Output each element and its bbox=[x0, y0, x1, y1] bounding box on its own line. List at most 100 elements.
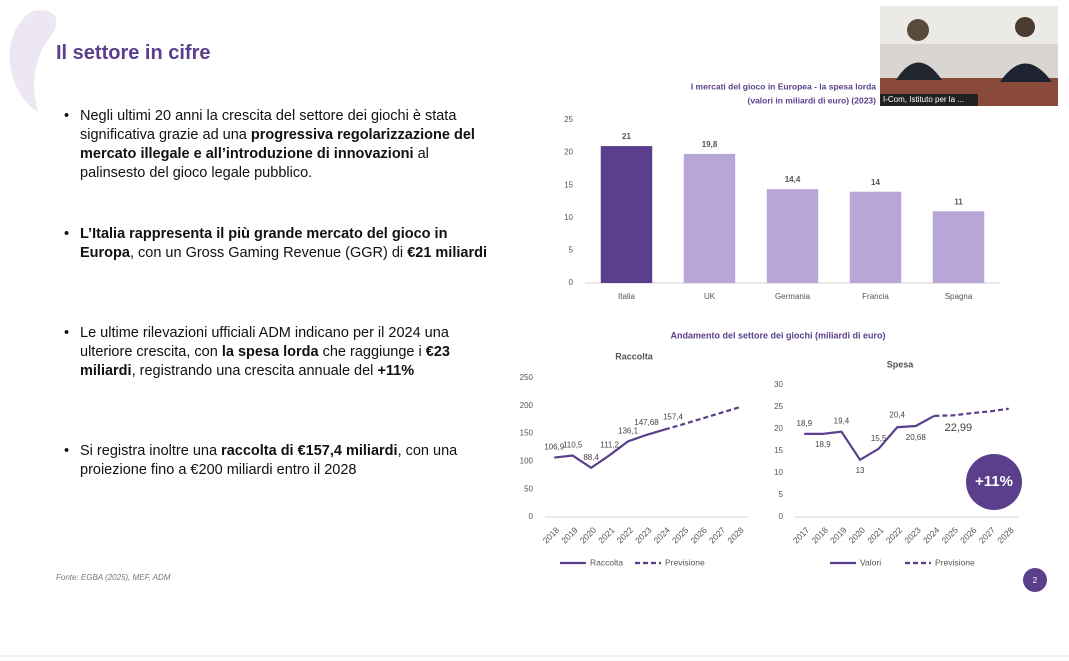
bold-text: +11% bbox=[377, 363, 415, 379]
value-label: 18,9 bbox=[797, 419, 813, 428]
y-tick-label: 0 bbox=[529, 512, 534, 521]
x-tick-label: 2022 bbox=[884, 525, 905, 546]
x-tick-label: 2028 bbox=[995, 525, 1016, 546]
decor-shape bbox=[9, 10, 57, 112]
bold-text: €23 miliardi bbox=[80, 344, 450, 379]
x-tick-label: 2019 bbox=[828, 525, 849, 546]
x-tick-label: 2022 bbox=[615, 525, 636, 546]
bar bbox=[766, 189, 819, 283]
legend-label: Previsione bbox=[935, 557, 975, 567]
line-series bbox=[804, 414, 935, 462]
y-tick-label: 5 bbox=[569, 246, 574, 255]
x-tick-label: 2017 bbox=[791, 525, 812, 546]
text: Le ultime rilevazioni ufficiali ADM indi… bbox=[80, 325, 449, 360]
bullet: Le ultime rilevazioni ufficiali ADM indi… bbox=[64, 324, 492, 381]
bold-text: €21 miliardi bbox=[407, 245, 487, 261]
x-tick-label: Francia bbox=[862, 292, 889, 301]
chart-title: Raccolta bbox=[615, 351, 654, 361]
x-tick-label: 2025 bbox=[670, 525, 691, 546]
x-tick-label: 2019 bbox=[559, 525, 580, 546]
value-label: 111,2 bbox=[600, 440, 619, 449]
y-tick-label: 25 bbox=[564, 115, 573, 124]
x-tick-label: 2025 bbox=[940, 525, 961, 546]
y-tick-label: 0 bbox=[569, 278, 574, 287]
x-tick-label: 2026 bbox=[688, 525, 709, 546]
value-label: 136,1 bbox=[618, 426, 639, 435]
y-tick-label: 150 bbox=[520, 429, 534, 438]
value-label: 147,68 bbox=[634, 418, 659, 427]
x-tick-label: Spagna bbox=[945, 292, 973, 301]
page-number: 2 bbox=[1033, 576, 1038, 585]
value-label: 19,8 bbox=[702, 140, 718, 149]
value-label: 19,4 bbox=[834, 417, 850, 426]
y-tick-label: 50 bbox=[524, 484, 533, 493]
x-tick-label: 2020 bbox=[847, 525, 868, 546]
bar bbox=[849, 191, 902, 283]
y-tick-label: 200 bbox=[520, 401, 534, 410]
x-tick-label: 2027 bbox=[707, 525, 728, 546]
value-label: 13 bbox=[856, 466, 865, 475]
video-label: I-Com, Istituto per la ... bbox=[883, 95, 964, 104]
value-label: 157,4 bbox=[663, 413, 684, 422]
text: Negli ultimi 20 anni la crescita del set… bbox=[80, 108, 457, 143]
y-tick-label: 25 bbox=[774, 402, 783, 411]
y-tick-label: 250 bbox=[520, 373, 534, 382]
x-tick-label: 2018 bbox=[809, 525, 830, 546]
y-tick-label: 20 bbox=[564, 148, 573, 157]
page-number-circle bbox=[1023, 568, 1047, 592]
chart-subtitle: (valori in miliardi di euro) (2023) bbox=[748, 95, 877, 105]
line-series bbox=[664, 406, 740, 431]
y-tick-label: 100 bbox=[520, 457, 534, 466]
badge-text: +11% bbox=[975, 473, 1013, 490]
text: , con un Gross Gaming Revenue (GGR) di bbox=[129, 245, 408, 261]
slide-title: Il settore in cifre bbox=[56, 42, 211, 64]
source-note: Fonte: EGBA (2025), MEF, ADM bbox=[56, 573, 171, 582]
x-tick-label: Italia bbox=[618, 292, 635, 301]
text: che raggiunge i bbox=[318, 344, 426, 360]
value-label: 21 bbox=[622, 132, 631, 141]
value-label: 14 bbox=[871, 178, 880, 187]
chart-title: I mercati del gioco in Europea - la spes… bbox=[691, 81, 876, 91]
text: , registrando una crescita annuale del bbox=[131, 363, 378, 379]
bar bbox=[600, 146, 653, 283]
chart-title: Spesa bbox=[887, 359, 915, 369]
value-label: 20,68 bbox=[906, 433, 927, 442]
legend-label: Raccolta bbox=[590, 557, 623, 567]
x-tick-label: 2023 bbox=[633, 525, 654, 546]
legend-label: Valori bbox=[860, 557, 881, 567]
bold-text: progressiva regolarizzazione del mercato… bbox=[80, 127, 475, 162]
value-label: 15,5 bbox=[871, 434, 887, 443]
y-tick-label: 15 bbox=[774, 446, 783, 455]
x-tick-label: 2020 bbox=[578, 525, 599, 546]
value-label: 14,4 bbox=[785, 175, 801, 184]
x-tick-label: 2027 bbox=[977, 525, 998, 546]
value-label: 22,99 bbox=[945, 422, 973, 434]
bar bbox=[932, 211, 985, 283]
line-series bbox=[554, 428, 666, 470]
x-tick-label: 2024 bbox=[921, 525, 942, 546]
y-tick-label: 0 bbox=[779, 512, 784, 521]
y-tick-label: 15 bbox=[564, 180, 573, 189]
bold-text: la spesa lorda bbox=[221, 344, 319, 360]
bold-text: L’Italia rappresenta il più grande merca… bbox=[80, 226, 448, 261]
x-tick-label: 2026 bbox=[958, 525, 979, 546]
x-tick-label: 2021 bbox=[865, 525, 886, 546]
x-tick-label: 2018 bbox=[541, 525, 562, 546]
x-tick-label: 2024 bbox=[652, 525, 673, 546]
y-tick-label: 20 bbox=[774, 424, 783, 433]
y-tick-label: 30 bbox=[774, 380, 783, 389]
x-tick-label: Germania bbox=[775, 292, 811, 301]
x-tick-label: 2021 bbox=[596, 525, 617, 546]
value-label: 106,9 bbox=[544, 443, 565, 452]
text: Si registra inoltre una bbox=[80, 443, 222, 459]
value-label: 20,4 bbox=[889, 410, 905, 419]
text: al palinsesto del gioco legale pubblico. bbox=[80, 146, 429, 181]
bullet: Negli ultimi 20 anni la crescita del set… bbox=[64, 107, 492, 183]
value-label: 88,4 bbox=[583, 453, 599, 462]
line-series bbox=[934, 407, 1009, 417]
bold-text: raccolta di €157,4 miliardi bbox=[221, 443, 398, 459]
bullet: Si registra inoltre una raccolta di €157… bbox=[64, 442, 492, 480]
value-label: 110,5 bbox=[563, 441, 583, 450]
